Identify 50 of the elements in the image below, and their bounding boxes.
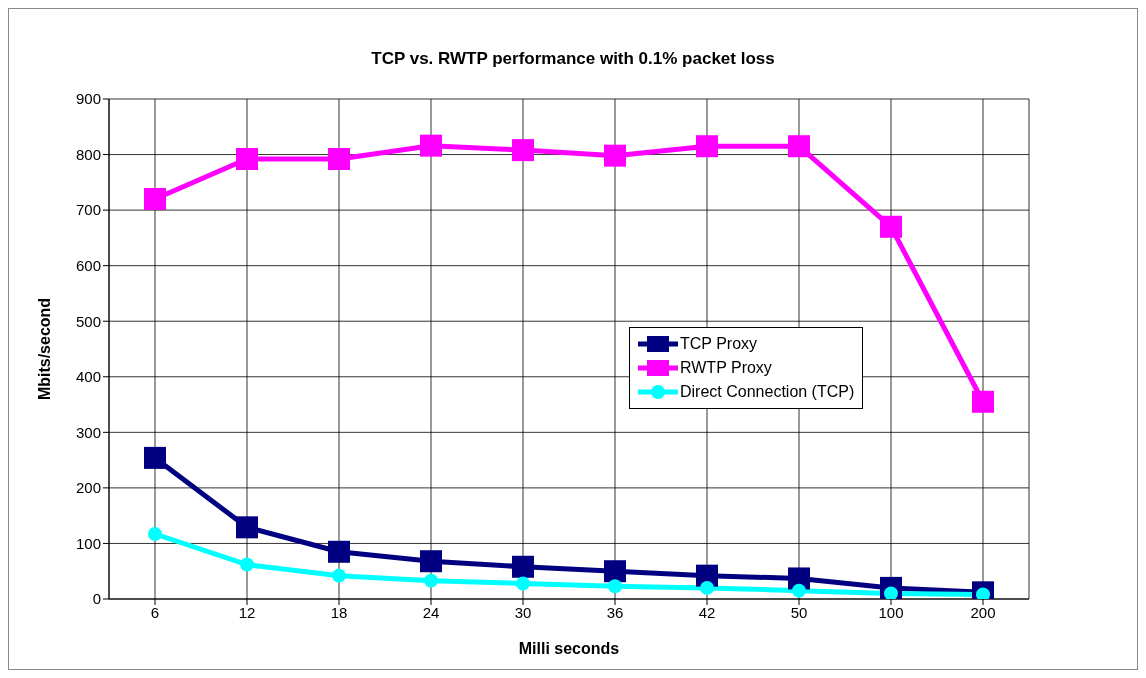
y-tick-label: 500: [75, 312, 101, 330]
x-tick-label: 18: [330, 603, 348, 621]
point: [696, 135, 718, 158]
point: [516, 576, 530, 591]
point: [604, 144, 626, 167]
point: [236, 516, 258, 539]
x-tick-label: 24: [422, 603, 440, 621]
y-tick-label: 200: [75, 479, 101, 497]
point: [880, 215, 902, 238]
y-tick-label: 100: [75, 534, 101, 552]
point: [332, 568, 346, 583]
point: [236, 148, 258, 170]
y-tick-label: 300: [75, 423, 101, 441]
legend-label: TCP Proxy: [680, 335, 758, 353]
point: [144, 188, 166, 210]
point: [328, 148, 350, 170]
point: [512, 555, 534, 578]
x-tick-label: 100: [878, 603, 904, 621]
x-tick-label: 42: [698, 603, 716, 621]
point: [792, 583, 806, 598]
point: [420, 134, 442, 157]
point: [328, 540, 350, 563]
point: [424, 573, 438, 588]
y-axis-title: Mbits/second: [35, 297, 53, 401]
y-tick-label: 0: [92, 590, 101, 608]
point: [604, 560, 626, 583]
x-tick-label: 30: [514, 603, 532, 621]
x-tick-label: 12: [238, 603, 256, 621]
x-tick-label: 200: [970, 603, 996, 621]
y-tick-label: 600: [75, 256, 101, 274]
point: [148, 527, 162, 541]
point: [788, 135, 810, 158]
point: [144, 446, 166, 469]
y-tick-label: 800: [75, 145, 101, 163]
y-tick-label: 900: [75, 90, 101, 108]
point: [420, 550, 442, 573]
chart-title: TCP vs. RWTP performance with 0.1% packet loss: [370, 48, 776, 70]
x-tick-label: 36: [606, 603, 624, 621]
point: [240, 557, 254, 572]
point: [972, 390, 994, 413]
legend-label: Direct Connection (TCP): [680, 383, 855, 401]
legend-label: RWTP Proxy: [680, 359, 772, 377]
x-tick-label: 50: [790, 603, 808, 621]
y-tick-label: 700: [75, 201, 101, 219]
y-tick-label: 400: [75, 368, 101, 386]
x-axis-title: Milli seconds: [518, 640, 620, 657]
point: [700, 580, 714, 595]
x-tick-label: 6: [150, 603, 160, 621]
point: [512, 139, 534, 162]
point: [608, 579, 622, 594]
